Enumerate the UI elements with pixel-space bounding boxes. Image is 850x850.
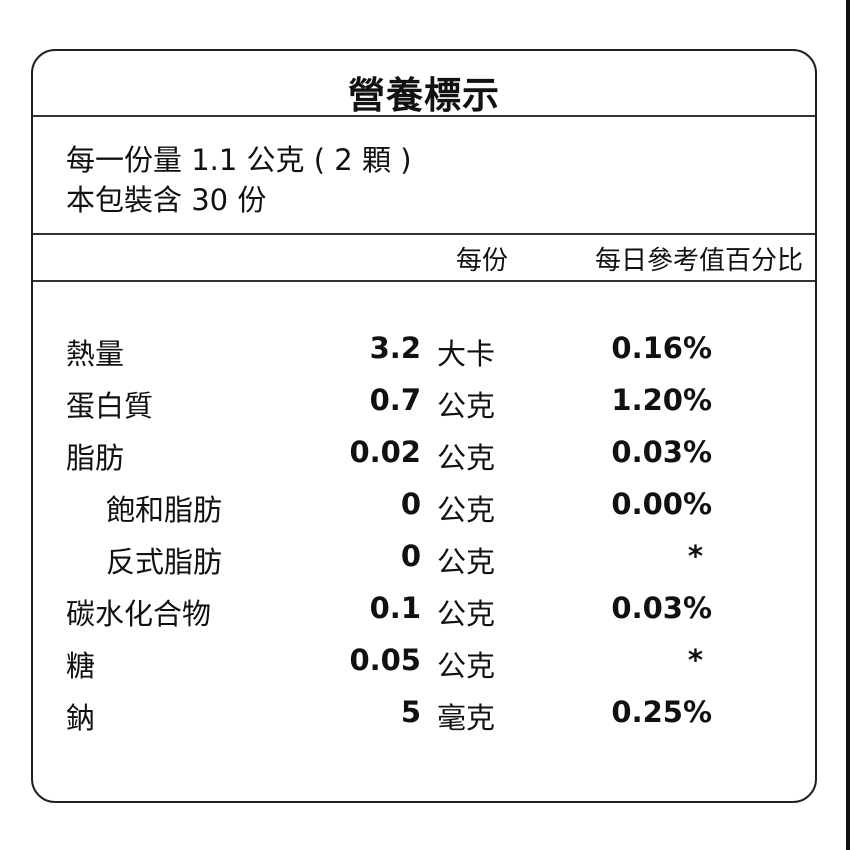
nutrient-name: 飽和脂肪 [106,493,223,527]
nutrient-unit: 毫克 [437,701,496,735]
serving-size: 每一份量 1.1 公克 ( 2 顆 ) [66,143,412,177]
nutrient-unit: 公克 [437,389,496,423]
nutrient-unit: 大卡 [437,337,496,371]
divider [33,233,815,235]
nutrient-percent: 0.16% [611,331,712,365]
nutrition-label: 營養標示 每一份量 1.1 公克 ( 2 顆 ) 本包裝含 30 份 每份 每日… [31,49,817,803]
nutrient-amount: 0 [400,539,421,573]
nutrient-amount: 5 [400,695,421,729]
nutrient-amount: 0 [400,487,421,521]
nutrient-percent: 1.20% [611,383,712,417]
nutrient-name: 蛋白質 [66,389,154,423]
nutrient-percent: 0.00% [611,487,712,521]
nutrient-row: 蛋白質 0.7 公克 1.20% [33,383,815,433]
right-edge-bar [846,0,850,850]
nutrient-percent: 0.03% [611,435,712,469]
nutrient-unit: 公克 [437,597,496,631]
nutrient-row: 熱量 3.2 大卡 0.16% [33,331,815,381]
nutrient-amount: 0.05 [349,643,421,677]
divider [33,280,815,282]
nutrient-row: 反式脂肪 0 公克 * [33,539,815,589]
nutrient-unit: 公克 [437,441,496,475]
nutrient-name: 鈉 [66,701,96,735]
nutrient-row: 脂肪 0.02 公克 0.03% [33,435,815,485]
nutrient-row: 碳水化合物 0.1 公克 0.03% [33,591,815,641]
divider [33,115,815,117]
nutrient-percent: 0.25% [611,695,712,729]
nutrient-name: 碳水化合物 [66,597,212,631]
nutrient-unit: 公克 [437,545,496,579]
nutrient-unit: 公克 [437,493,496,527]
nutrient-percent: * [687,539,703,573]
nutrient-amount: 0.1 [369,591,421,625]
nutrient-percent: * [687,643,703,677]
nutrient-name: 脂肪 [66,441,125,475]
label-title: 營養標示 [348,74,500,117]
nutrient-unit: 公克 [437,649,496,683]
nutrient-row: 飽和脂肪 0 公克 0.00% [33,487,815,537]
nutrient-amount: 0.7 [369,383,421,417]
nutrient-row: 糖 0.05 公克 * [33,643,815,693]
nutrient-name: 熱量 [66,337,125,371]
nutrient-name: 反式脂肪 [106,545,223,579]
nutrient-row: 鈉 5 毫克 0.25% [33,695,815,745]
nutrient-amount: 0.02 [349,435,421,469]
daily-value-header: 每日參考值百分比 [594,246,803,276]
servings-per-package: 本包裝含 30 份 [66,183,267,217]
per-serving-header: 每份 [455,246,508,276]
nutrient-amount: 3.2 [369,331,421,365]
nutrient-percent: 0.03% [611,591,712,625]
nutrient-name: 糖 [66,649,96,683]
